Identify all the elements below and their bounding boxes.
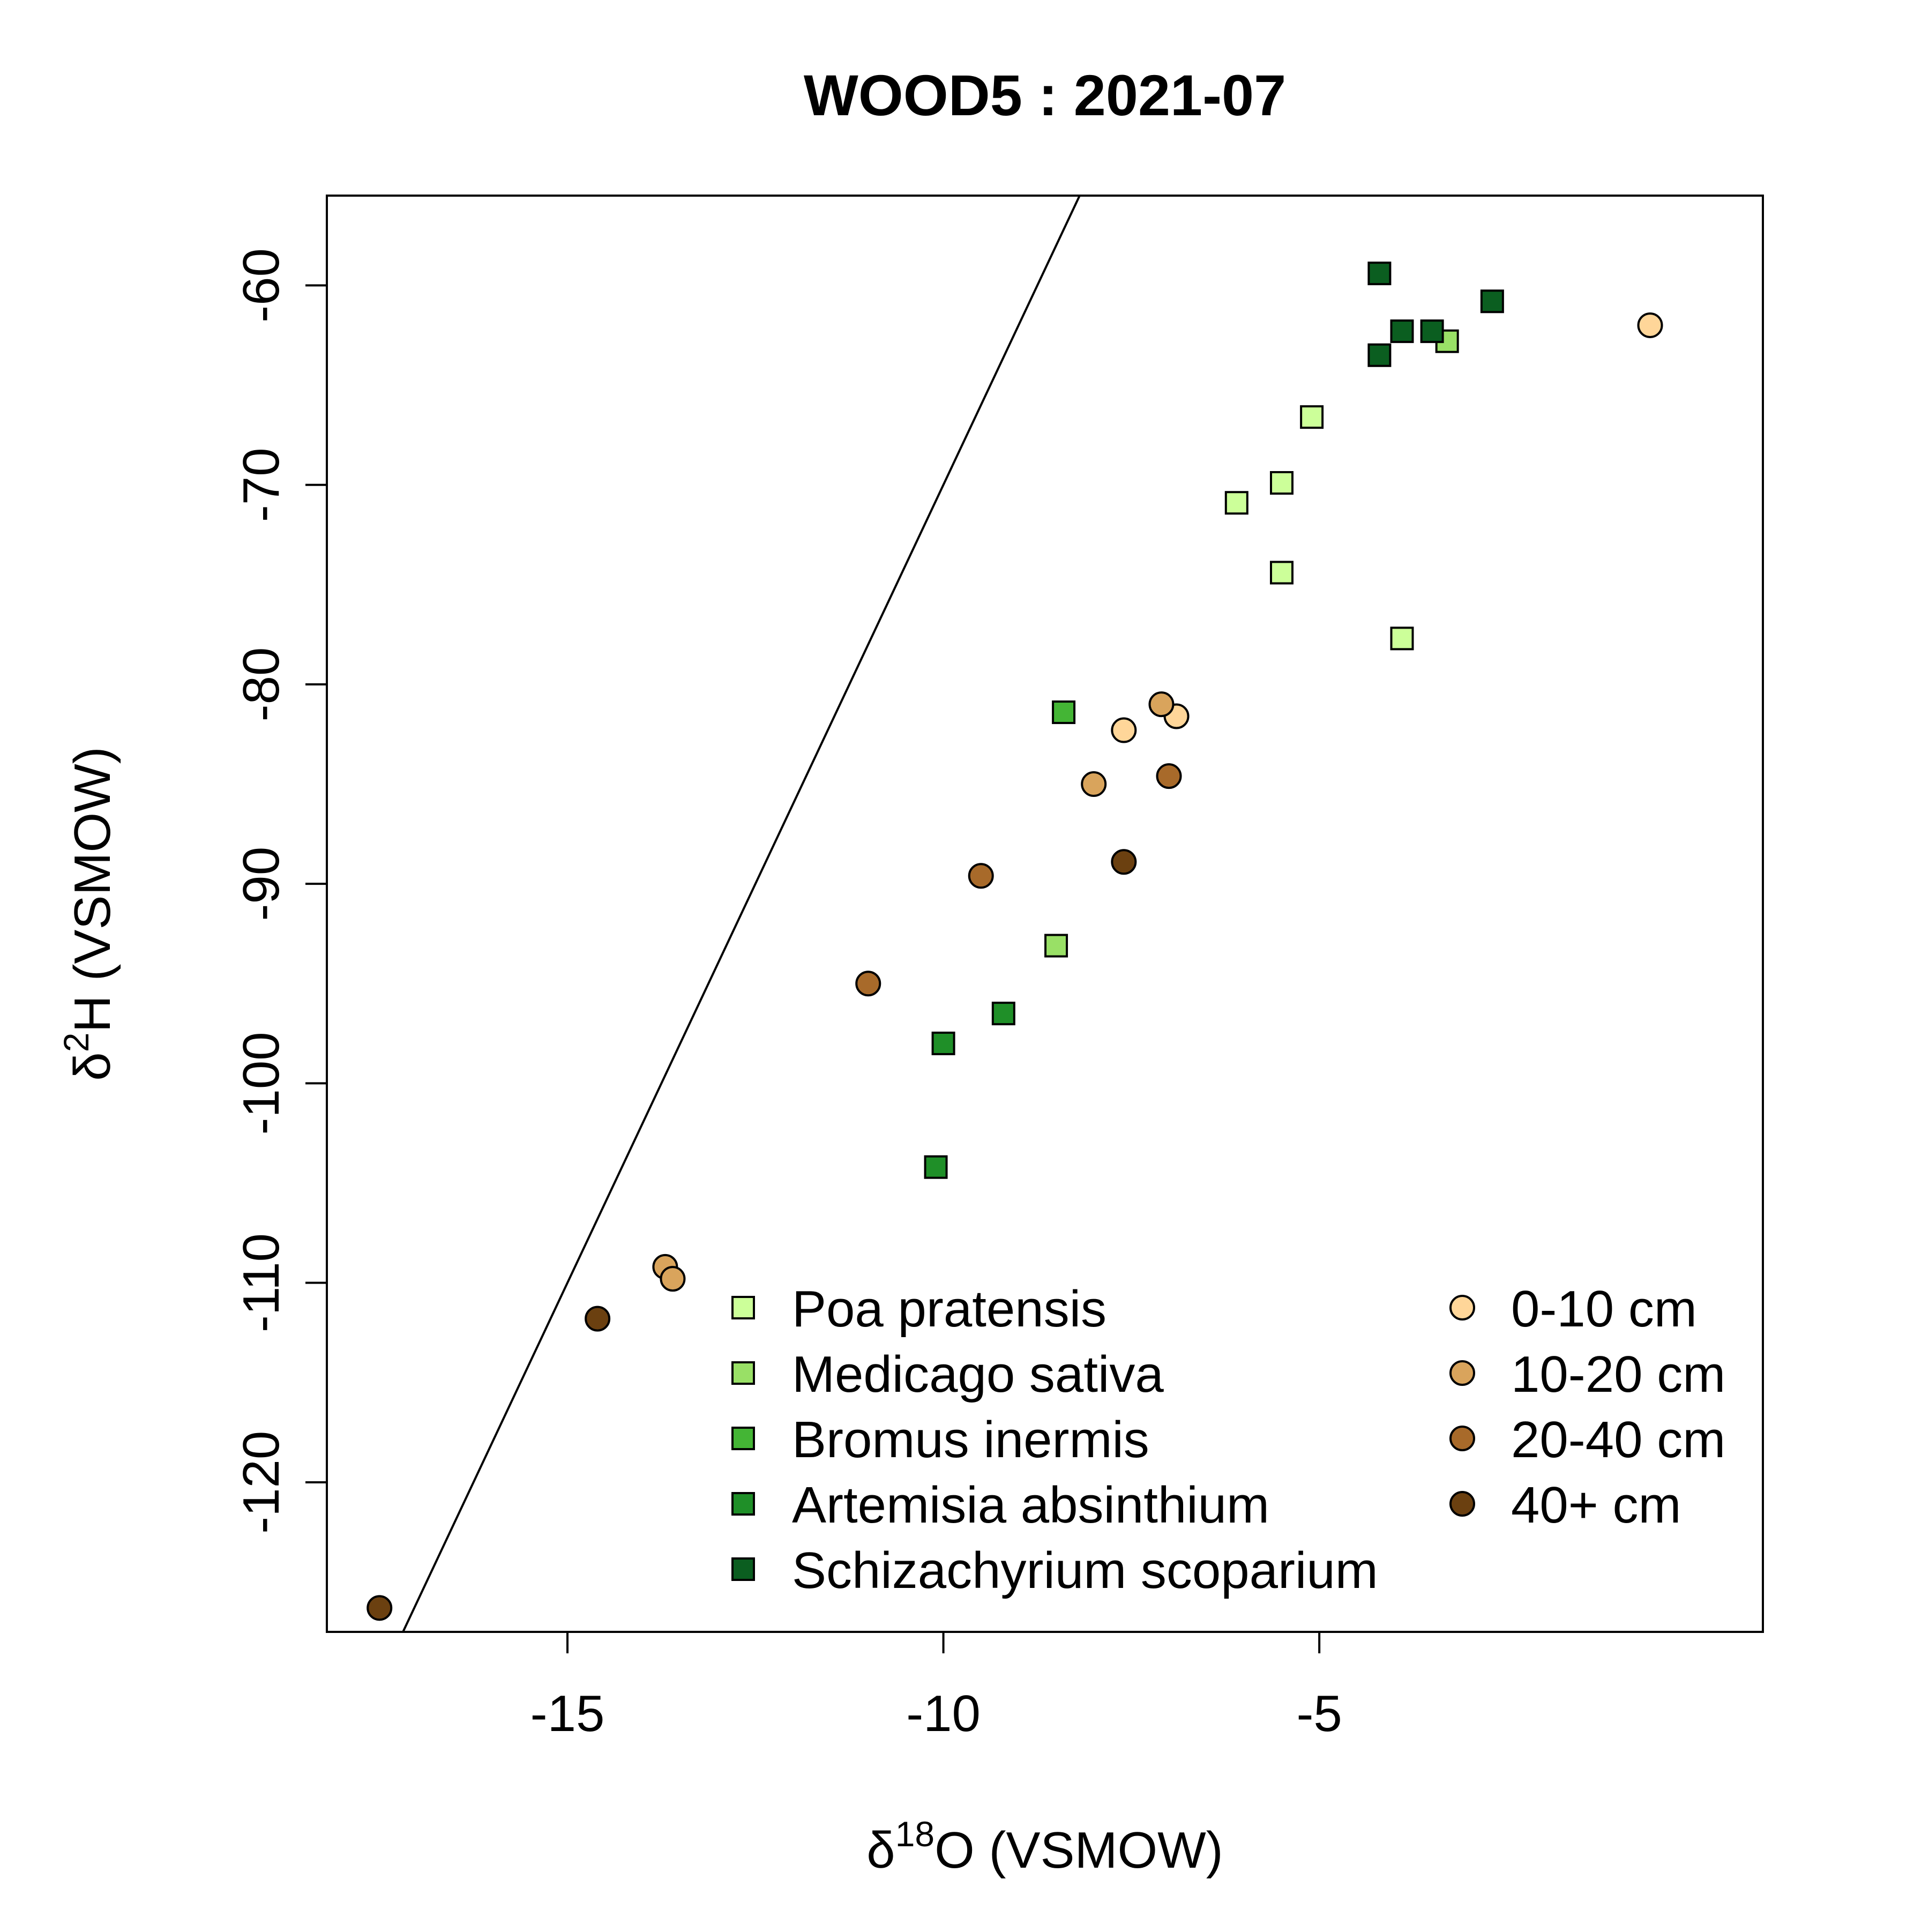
legend-marker-plant	[731, 1492, 755, 1516]
x-axis-label-main: O (VSMOW)	[934, 1822, 1223, 1879]
data-point-soil	[1111, 717, 1137, 743]
legend-label-plant: Artemisia absinthium	[792, 1476, 1269, 1534]
y-tick-label: -80	[233, 647, 290, 722]
legend-label-plant: Bromus inermis	[792, 1411, 1149, 1468]
data-point-plant	[1269, 471, 1294, 495]
y-axis-label-superscript: 2	[56, 1033, 96, 1053]
y-axis: -60 -70 -80 -90 -100 -110 -120	[233, 248, 328, 1534]
plot-content	[367, 196, 1663, 1632]
legend-label-plant: Medicago sativa	[792, 1346, 1164, 1403]
data-point-plant	[1390, 626, 1414, 651]
y-tick-label: -120	[233, 1431, 290, 1534]
x-tick-label: -15	[530, 1685, 605, 1742]
legend-label-soil: 40+ cm	[1511, 1476, 1681, 1534]
legend-marker-plant	[731, 1361, 755, 1385]
legend-marker-soil	[1449, 1491, 1475, 1517]
reference-line	[401, 196, 1081, 1632]
y-axis-label-prefix: δ	[64, 1052, 121, 1080]
data-point-soil	[1637, 312, 1663, 338]
data-point-plant	[1367, 343, 1392, 367]
data-point-plant	[1420, 319, 1444, 344]
legend-label-soil: 0-10 cm	[1511, 1280, 1697, 1338]
legend-marker-plant	[731, 1557, 755, 1581]
x-axis-label: δ18O (VSMOW)	[866, 1814, 1223, 1879]
data-point-plant	[1390, 319, 1414, 344]
x-axis-label-prefix: δ	[866, 1822, 895, 1879]
data-point-soil	[367, 1595, 393, 1621]
data-point-plant	[1224, 491, 1248, 515]
data-point-soil	[1156, 763, 1182, 789]
x-axis: -15 -10 -5	[530, 1631, 1342, 1742]
data-point-plant	[1052, 700, 1076, 725]
y-tick-label: -110	[233, 1233, 290, 1332]
y-tick-label: -60	[233, 248, 290, 323]
y-axis-label-main: H (VSMOW)	[64, 747, 121, 1032]
x-tick-label: -5	[1296, 1685, 1342, 1742]
data-point-plant	[1269, 561, 1294, 585]
legend: Poa pratensis Medicago sativa Bromus inerm…	[731, 1280, 1725, 1599]
data-point-plant	[991, 1002, 1015, 1026]
legend-label-plant: Schizachyrium scoparium	[792, 1542, 1378, 1599]
legend-marker-plant	[731, 1296, 755, 1319]
y-tick-label: -100	[233, 1032, 290, 1135]
legend-label-soil: 20-40 cm	[1511, 1411, 1725, 1468]
legend-marker-soil	[1449, 1295, 1475, 1321]
y-tick-label: -90	[233, 847, 290, 921]
legend-label-soil: 10-20 cm	[1511, 1346, 1725, 1403]
data-point-soil	[1081, 771, 1107, 797]
y-tick-label: -70	[233, 447, 290, 522]
data-point-plant	[931, 1031, 955, 1055]
data-point-plant	[924, 1155, 948, 1179]
x-tick-label: -10	[906, 1685, 981, 1742]
data-point-soil	[585, 1306, 611, 1332]
data-point-plant	[1044, 934, 1068, 958]
legend-marker-soil	[1449, 1426, 1475, 1451]
data-point-plant	[1367, 262, 1392, 286]
x-axis-label-superscript: 18	[895, 1814, 934, 1854]
legend-marker-soil	[1449, 1360, 1475, 1386]
y-axis-label: δ2H (VSMOW)	[56, 747, 121, 1080]
data-point-soil	[1148, 691, 1175, 718]
data-point-plant	[1300, 405, 1324, 429]
data-point-soil	[1111, 849, 1137, 875]
data-point-soil	[660, 1266, 686, 1292]
chart-title: WOOD5 : 2021-07	[804, 63, 1286, 128]
data-point-plant	[1480, 289, 1504, 314]
data-point-soil	[968, 863, 994, 889]
legend-marker-plant	[731, 1427, 755, 1450]
data-point-soil	[855, 971, 881, 997]
legend-label-plant: Poa pratensis	[792, 1280, 1106, 1338]
